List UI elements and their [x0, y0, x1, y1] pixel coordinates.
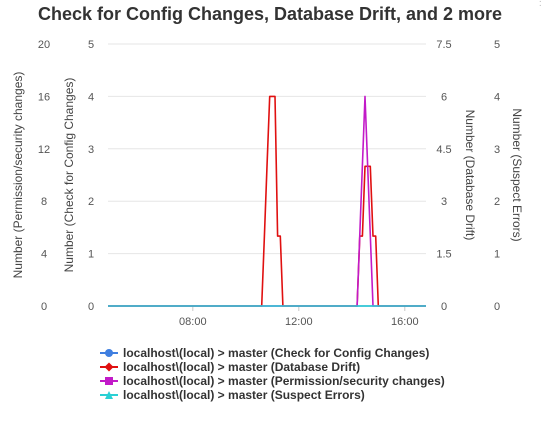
chart-legend: localhost\(local) > master (Check for Co… [100, 346, 480, 402]
y-tick-label-config: 0 [88, 301, 94, 313]
y-tick-label-drift: 7.5 [436, 39, 451, 51]
x-tick-label: 08:00 [179, 316, 207, 328]
y-tick-label-drift: 4.5 [436, 144, 451, 156]
y-axis-title-drift: Number (Database Drift) [463, 110, 477, 241]
legend-label: localhost\(local) > master (Suspect Erro… [123, 388, 365, 402]
y-tick-label-suspect: 5 [494, 39, 500, 51]
y-tick-label-drift: 6 [441, 91, 447, 103]
y-tick-label-drift: 1.5 [436, 249, 451, 261]
y-tick-label-suspect: 4 [494, 91, 500, 103]
y-tick-label-config: 3 [88, 144, 94, 156]
y-tick-label-perm: 8 [41, 196, 47, 208]
y-tick-label-drift: 3 [441, 196, 447, 208]
legend-item[interactable]: localhost\(local) > master (Check for Co… [100, 346, 480, 360]
legend-label: localhost\(local) > master (Check for Co… [123, 346, 430, 360]
y-tick-label-drift: 0 [441, 301, 447, 313]
y-tick-label-config: 4 [88, 91, 94, 103]
circle-marker-icon [100, 346, 118, 360]
x-tick-label: 12:00 [285, 316, 313, 328]
legend-item[interactable]: localhost\(local) > master (Permission/s… [100, 374, 480, 388]
y-axis-title-config: Number (Check for Config Changes) [62, 78, 76, 273]
y-tick-label-perm: 16 [38, 91, 50, 103]
y-tick-label-suspect: 3 [494, 144, 500, 156]
y-tick-label-suspect: 0 [494, 301, 500, 313]
x-tick-label: 16:00 [391, 316, 419, 328]
chart-menu-icon[interactable]: · · [538, 0, 542, 11]
diamond-marker-icon [100, 360, 118, 374]
legend-label: localhost\(local) > master (Database Dri… [123, 360, 361, 374]
legend-item[interactable]: localhost\(local) > master (Suspect Erro… [100, 388, 480, 402]
y-tick-label-perm: 4 [41, 249, 47, 261]
y-tick-label-perm: 20 [38, 39, 50, 51]
triangle-marker-icon [100, 388, 118, 402]
y-axis-title-perm: Number (Permission/security changes) [11, 72, 25, 279]
y-tick-label-perm: 0 [41, 301, 47, 313]
legend-item[interactable]: localhost\(local) > master (Database Dri… [100, 360, 480, 374]
chart-title: Check for Config Changes, Database Drift… [37, 4, 503, 24]
legend-label: localhost\(local) > master (Permission/s… [123, 374, 445, 388]
y-tick-label-suspect: 1 [494, 249, 500, 261]
y-tick-label-config: 5 [88, 39, 94, 51]
y-tick-label-config: 2 [88, 196, 94, 208]
square-marker-icon [100, 374, 118, 388]
y-tick-label-perm: 12 [38, 144, 50, 156]
y-tick-label-config: 1 [88, 249, 94, 261]
y-axis-title-suspect: Number (Suspect Errors) [510, 108, 524, 241]
y-tick-label-suspect: 2 [494, 196, 500, 208]
